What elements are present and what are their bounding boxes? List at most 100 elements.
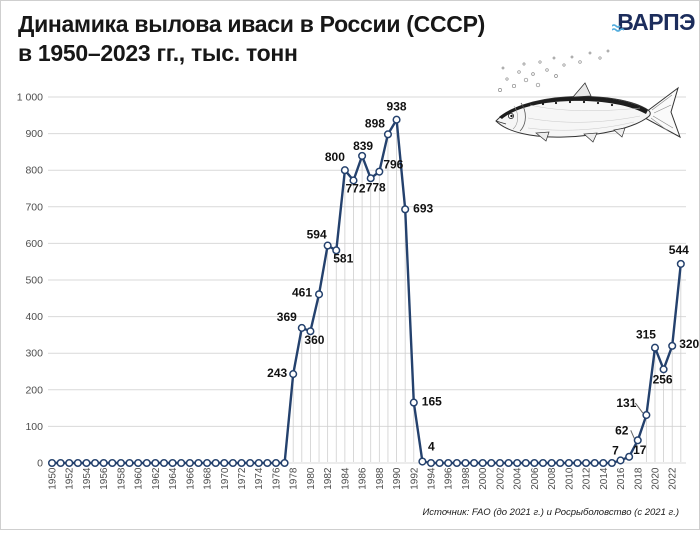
chart-title-line1: Динамика вылова иваси в России (СССР) xyxy=(18,11,485,37)
data-point xyxy=(495,458,504,468)
data-point xyxy=(177,458,186,468)
data-label: 938 xyxy=(387,100,407,114)
x-tick-label: 1996 xyxy=(444,467,455,490)
data-label: 839 xyxy=(353,139,373,153)
fish-fin xyxy=(583,132,598,143)
catch-line xyxy=(52,118,682,465)
data-point xyxy=(159,458,169,468)
chart-title: Динамика вылова иваси в России (СССР) в … xyxy=(18,10,485,68)
data-point xyxy=(73,458,82,468)
data-point xyxy=(650,343,660,352)
x-tick-label: 1998 xyxy=(461,467,472,490)
y-tick-label: 1 000 xyxy=(17,92,43,104)
data-point xyxy=(616,456,625,465)
x-tick-label: 1988 xyxy=(375,467,386,490)
data-label: 7 xyxy=(612,443,619,457)
x-tick-label: 1990 xyxy=(392,467,403,490)
data-point xyxy=(392,115,401,124)
data-point xyxy=(358,151,367,160)
data-point xyxy=(538,458,548,468)
data-point xyxy=(151,458,160,468)
data-point xyxy=(116,458,125,468)
data-point xyxy=(564,458,573,468)
data-point xyxy=(435,458,444,468)
x-tick-label: 2000 xyxy=(478,467,489,490)
data-point xyxy=(332,246,341,255)
data-point xyxy=(271,458,281,468)
data-label: 594 xyxy=(307,228,327,242)
fish-pupil xyxy=(510,114,513,118)
data-point xyxy=(228,458,237,468)
data-point xyxy=(366,174,375,183)
x-tick-label: 1992 xyxy=(409,467,420,490)
data-point xyxy=(125,458,134,468)
data-point xyxy=(547,458,556,468)
data-point xyxy=(452,458,461,468)
x-tick-label: 1954 xyxy=(82,467,93,490)
data-point xyxy=(56,458,65,468)
fish-spots xyxy=(541,100,614,107)
source-note: Источник: FAO (до 2021 г.) и Росрыболовс… xyxy=(422,507,679,518)
data-point xyxy=(625,452,634,461)
x-tick-label: 1984 xyxy=(340,467,351,490)
data-label: 778 xyxy=(366,180,386,194)
grid-layer: 0 100 200 300 400 500 600 700 800 900 1 000 1950 195… xyxy=(17,92,686,490)
fish-back xyxy=(499,96,648,119)
data-point xyxy=(582,458,591,468)
data-label: 243 xyxy=(267,366,287,380)
x-tick-label: 1956 xyxy=(99,467,110,490)
data-point xyxy=(280,458,289,468)
data-label: 898 xyxy=(365,116,385,130)
data-point xyxy=(340,166,349,175)
x-tick-label: 1950 xyxy=(48,467,59,490)
data-label: 772 xyxy=(345,181,365,195)
data-point xyxy=(642,411,651,420)
data-point xyxy=(297,323,306,332)
data-point xyxy=(521,458,530,468)
data-point xyxy=(99,458,108,468)
data-label: 17 xyxy=(633,443,647,457)
data-point xyxy=(203,458,212,468)
fish-gill xyxy=(519,102,526,132)
data-point xyxy=(607,458,616,468)
data-point xyxy=(323,241,332,250)
x-tick-label: 2020 xyxy=(650,467,661,490)
x-tick-label: 2012 xyxy=(582,467,593,490)
data-point xyxy=(349,176,358,185)
data-point xyxy=(237,458,246,468)
x-tick-label: 2018 xyxy=(633,467,644,490)
data-point xyxy=(573,458,582,468)
y-tick-label: 700 xyxy=(25,201,43,213)
data-label: 796 xyxy=(383,158,403,172)
data-point xyxy=(246,458,255,468)
data-point xyxy=(194,458,203,468)
data-point xyxy=(185,458,194,468)
y-tick-label: 900 xyxy=(25,128,43,140)
x-tick-label: 1960 xyxy=(134,467,145,490)
data-point xyxy=(659,365,668,374)
x-tick-label: 2014 xyxy=(599,467,610,490)
data-point xyxy=(444,458,453,468)
data-point xyxy=(556,458,565,468)
data-point xyxy=(220,458,229,468)
data-point xyxy=(263,458,272,468)
data-point xyxy=(306,327,315,336)
data-point xyxy=(82,458,91,468)
x-tick-label: 1964 xyxy=(168,467,179,490)
data-point xyxy=(314,290,324,299)
x-tick-label: 1986 xyxy=(358,467,369,490)
data-label: 165 xyxy=(422,395,442,409)
data-point xyxy=(91,458,100,468)
data-label: 62 xyxy=(615,423,629,437)
x-tick-label: 1994 xyxy=(427,467,438,490)
data-point xyxy=(168,458,177,468)
y-tick-label: 100 xyxy=(25,421,43,433)
label-leader xyxy=(634,402,644,414)
x-tick-label: 2022 xyxy=(668,467,679,490)
fish-dorsal-fin xyxy=(572,82,592,98)
varpe-logo: ВАРПЭ xyxy=(600,9,695,36)
data-point xyxy=(211,458,220,468)
fish-fin xyxy=(613,127,626,138)
x-tick-label: 1962 xyxy=(151,467,162,490)
